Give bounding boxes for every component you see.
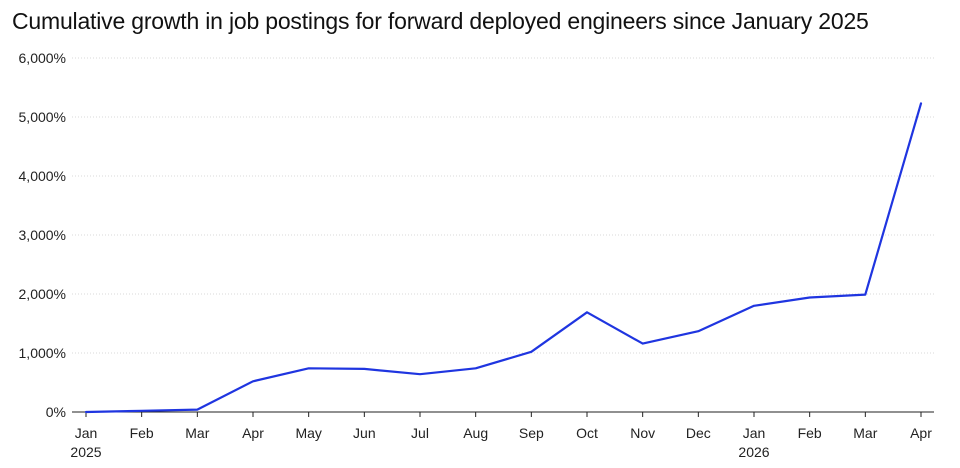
x-tick-label: Apr bbox=[242, 425, 264, 441]
x-tick-label: Feb bbox=[798, 425, 822, 441]
x-tick-label: Jun bbox=[353, 425, 376, 441]
y-tick-label: 6,000% bbox=[19, 50, 66, 66]
x-tick-label: Jan bbox=[75, 425, 98, 441]
x-tick-label: Mar bbox=[853, 425, 877, 441]
x-tick-label: Jan bbox=[743, 425, 766, 441]
gridlines bbox=[72, 57, 934, 354]
y-tick-label: 0% bbox=[46, 404, 66, 420]
x-tick-label: Oct bbox=[576, 425, 598, 441]
x-tick-label: Aug bbox=[463, 425, 488, 441]
x-axis-ticks: Jan 2025 Feb Mar Apr May Jun Jul Aug Sep Oct Nov Dec… bbox=[70, 412, 932, 460]
y-tick-label: 2,000% bbox=[19, 286, 66, 302]
x-tick-label: Nov bbox=[630, 425, 655, 441]
x-tick-year-label: 2026 bbox=[738, 444, 769, 460]
x-tick-label: Apr bbox=[910, 425, 932, 441]
x-tick-label: Dec bbox=[686, 425, 711, 441]
x-tick-label: Sep bbox=[519, 425, 544, 441]
x-tick-label: Jul bbox=[411, 425, 429, 441]
chart-title: Cumulative growth in job postings for fo… bbox=[12, 8, 869, 34]
x-tick-label: Mar bbox=[185, 425, 209, 441]
y-axis-tick-labels: 0% 1,000% 2,000% 3,000% 4,000% 5,000% 6,000% bbox=[19, 50, 66, 420]
y-tick-label: 5,000% bbox=[19, 109, 66, 125]
x-tick-year-label: 2025 bbox=[70, 444, 101, 460]
y-tick-label: 4,000% bbox=[19, 168, 66, 184]
x-tick-label: May bbox=[295, 425, 321, 441]
series bbox=[84, 102, 923, 414]
y-tick-label: 1,000% bbox=[19, 345, 66, 361]
series-line bbox=[84, 102, 923, 414]
x-tick-label: Feb bbox=[130, 425, 154, 441]
y-tick-label: 3,000% bbox=[19, 227, 66, 243]
